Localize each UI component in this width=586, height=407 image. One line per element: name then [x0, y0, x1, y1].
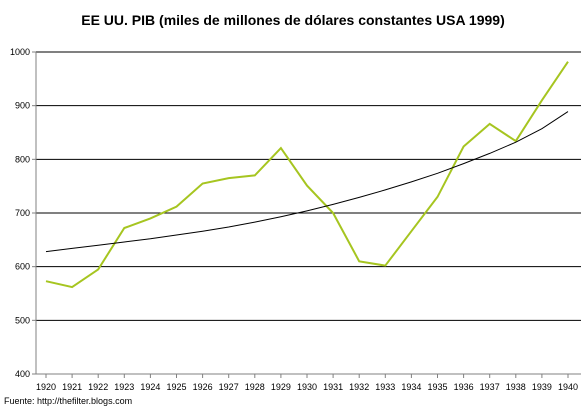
y-tick-label: 400	[15, 369, 30, 379]
x-tick-label: 1924	[140, 382, 160, 392]
y-tick-label: 500	[15, 315, 30, 325]
y-tick-label: 700	[15, 208, 30, 218]
x-tick-label: 1930	[297, 382, 317, 392]
x-tick-label: 1927	[219, 382, 239, 392]
y-tick-label: 1000	[10, 47, 30, 57]
x-tick-label: 1936	[454, 382, 474, 392]
chart-title: EE UU. PIB (miles de millones de dólares…	[81, 12, 505, 28]
source-note: Fuente: http://thefilter.blogs.com	[4, 396, 133, 406]
x-tick-label: 1933	[375, 382, 395, 392]
x-tick-label: 1932	[349, 382, 369, 392]
x-tick-labels: 1920 1921 1922 1923 1924 1925 1926 1927 1928 1929…	[36, 382, 578, 392]
x-tick-label: 1926	[193, 382, 213, 392]
y-tick-label: 800	[15, 154, 30, 164]
x-tick-label: 1938	[506, 382, 526, 392]
x-tick-label: 1935	[427, 382, 447, 392]
x-tick-label: 1940	[558, 382, 578, 392]
x-tick-label: 1925	[166, 382, 186, 392]
y-tick-label: 900	[15, 101, 30, 111]
y-tick-label: 600	[15, 262, 30, 272]
x-tick-label: 1931	[323, 382, 343, 392]
x-tick-label: 1934	[401, 382, 421, 392]
x-tick-label: 1937	[480, 382, 500, 392]
x-tick-label: 1939	[532, 382, 552, 392]
trend-line	[45, 111, 569, 253]
gridlines	[36, 51, 581, 321]
gdp-series-line	[45, 61, 569, 289]
axes	[32, 51, 581, 378]
x-tick-label: 1928	[245, 382, 265, 392]
series	[45, 61, 569, 289]
x-tick-label: 1922	[88, 382, 108, 392]
x-tick-label: 1929	[271, 382, 291, 392]
x-tick-label: 1921	[62, 382, 82, 392]
y-tick-labels: 400 500 600 700 800 900 1000	[10, 47, 30, 379]
x-tick-label: 1923	[114, 382, 134, 392]
x-tick-label: 1920	[36, 382, 56, 392]
